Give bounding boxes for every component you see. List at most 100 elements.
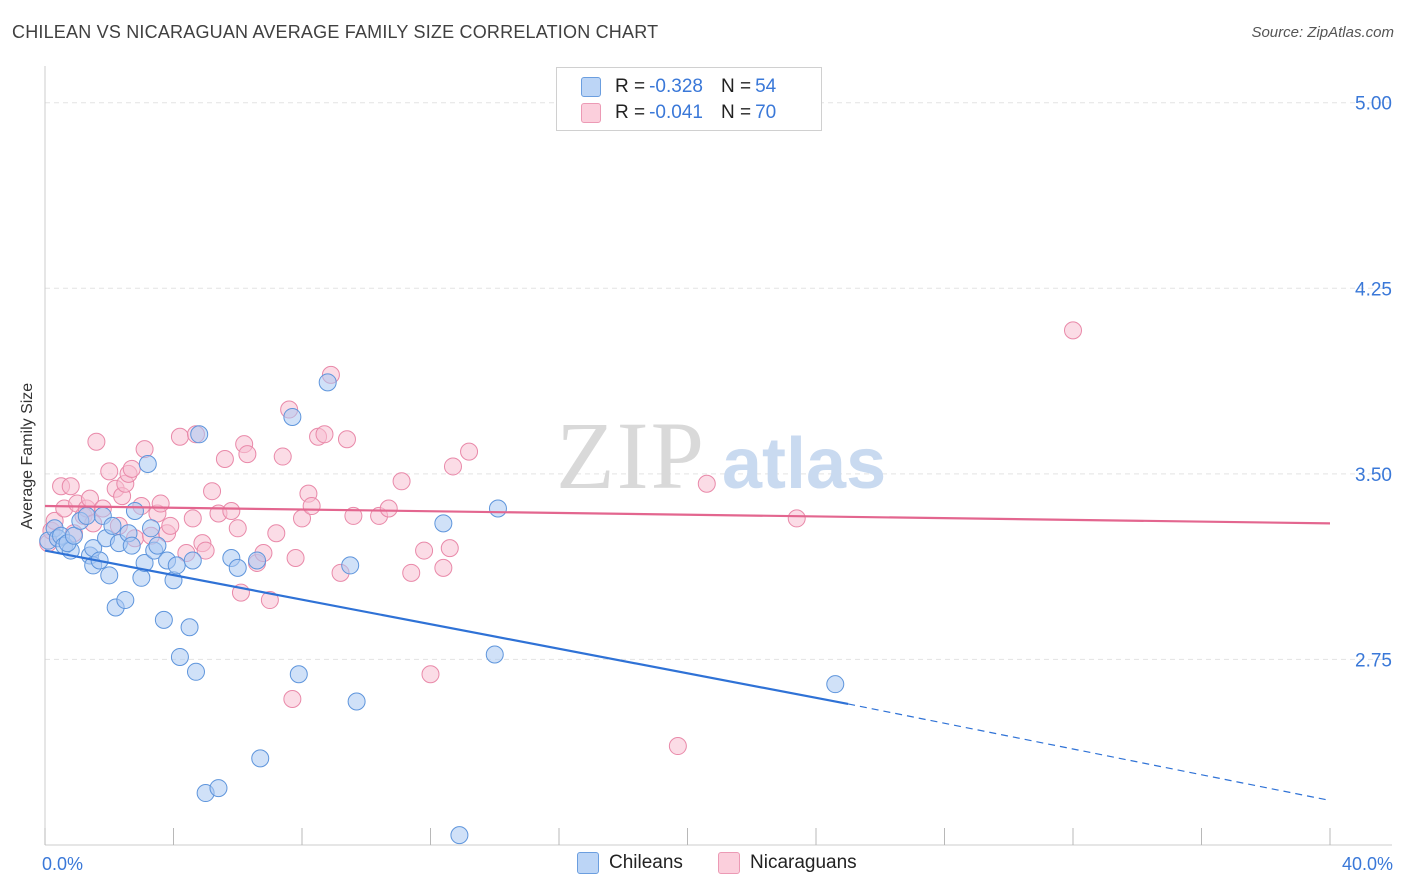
point-chilean xyxy=(100,566,119,585)
point-chilean xyxy=(180,618,199,637)
legend-n-value-nicaraguans: 70 xyxy=(755,102,777,123)
gridlines xyxy=(45,102,1392,660)
point-chilean xyxy=(116,591,135,610)
tick-labels: 2.75 3.50 4.25 5.00 0.0% 40.0% xyxy=(42,94,1393,874)
point-nicaraguan xyxy=(122,459,141,478)
point-chilean xyxy=(135,553,154,572)
point-chilean xyxy=(154,610,173,629)
legend-row-chileans: R = -0.328 N = 54 xyxy=(581,75,776,99)
legend-swatch-nicaraguans xyxy=(581,103,601,123)
point-nicaraguan xyxy=(267,524,286,543)
point-nicaraguan xyxy=(1064,321,1082,340)
point-chilean xyxy=(122,536,141,555)
point-nicaraguan xyxy=(61,477,80,496)
legend-r-label: R = xyxy=(615,102,646,123)
point-nicaraguan xyxy=(161,516,180,535)
point-nicaraguan xyxy=(196,541,215,560)
point-nicaraguan xyxy=(460,442,479,461)
point-nicaraguan xyxy=(222,501,241,520)
point-nicaraguan xyxy=(392,472,411,491)
trend-line-chileans xyxy=(44,549,849,706)
point-nicaraguan xyxy=(443,457,462,476)
legend-item-chileans[interactable]: Chileans xyxy=(577,852,683,874)
point-nicaraguan xyxy=(421,665,440,684)
point-nicaraguan xyxy=(87,432,106,451)
series-legend: Chileans Nicaraguans xyxy=(0,852,1406,878)
series-chileans xyxy=(39,373,845,845)
series-nicaraguans xyxy=(39,321,1082,756)
point-chilean xyxy=(251,749,270,768)
point-nicaraguan xyxy=(170,427,189,446)
point-nicaraguan xyxy=(135,440,154,459)
legend-row-nicaraguans: R = -0.041 N = 70 xyxy=(581,101,776,125)
x-tick-label: 40.0% xyxy=(1342,854,1393,874)
point-nicaraguan xyxy=(286,548,305,567)
point-chilean xyxy=(485,645,504,664)
point-nicaraguan xyxy=(273,447,292,466)
point-chilean xyxy=(183,551,202,570)
point-nicaraguan xyxy=(283,690,302,709)
y-tick-label: 2.75 xyxy=(1355,650,1392,671)
point-nicaraguan xyxy=(440,539,459,558)
point-chilean xyxy=(434,514,453,533)
point-nicaraguan xyxy=(315,425,334,444)
point-nicaraguan xyxy=(151,494,170,513)
point-chilean xyxy=(142,519,161,538)
legend-swatch-nicaraguans xyxy=(718,852,740,874)
x-tick-label: 0.0% xyxy=(42,854,83,874)
trend-lines xyxy=(44,504,1331,802)
legend-item-nicaraguans[interactable]: Nicaraguans xyxy=(718,852,857,874)
point-chilean xyxy=(450,826,469,845)
point-nicaraguan xyxy=(183,509,202,528)
trend-line-nicaraguans xyxy=(44,504,1331,525)
point-nicaraguan xyxy=(302,497,321,516)
legend-r-value-nicaraguans: -0.041 xyxy=(649,102,703,123)
legend-r-value-chileans: -0.328 xyxy=(649,76,703,97)
point-nicaraguan xyxy=(697,474,716,493)
point-chilean xyxy=(283,407,302,426)
source-label: Source: ZipAtlas.com xyxy=(1251,24,1394,41)
watermark: ZIP atlas xyxy=(556,402,886,509)
point-nicaraguan xyxy=(787,509,806,528)
legend-n-label: N = xyxy=(720,102,752,123)
point-nicaraguan xyxy=(228,519,247,538)
point-nicaraguan xyxy=(337,430,356,449)
point-chilean xyxy=(103,516,122,535)
point-nicaraguan xyxy=(415,541,434,560)
point-chilean xyxy=(347,692,366,711)
correlation-legend: R = -0.328 N = 54 R = -0.041 N = 70 xyxy=(556,67,822,131)
point-nicaraguan xyxy=(668,737,687,756)
point-nicaraguan xyxy=(238,445,257,464)
axes xyxy=(44,66,1392,846)
legend-r-label: R = xyxy=(615,76,646,97)
point-chilean xyxy=(209,779,228,798)
watermark-atlas: atlas xyxy=(722,424,886,504)
point-nicaraguan xyxy=(260,591,279,610)
legend-label-nicaraguans: Nicaraguans xyxy=(750,852,857,873)
point-nicaraguan xyxy=(379,499,398,518)
chart-title: CHILEAN VS NICARAGUAN AVERAGE FAMILY SIZ… xyxy=(12,22,659,42)
point-nicaraguan xyxy=(434,558,453,577)
watermark-zip: ZIP xyxy=(556,402,706,509)
point-nicaraguan xyxy=(402,563,421,582)
point-chilean xyxy=(148,536,167,555)
legend-swatch-chileans xyxy=(581,77,601,97)
point-chilean xyxy=(248,551,267,570)
point-chilean xyxy=(64,526,83,545)
legend-n-label: N = xyxy=(720,76,752,97)
y-tick-label: 4.25 xyxy=(1355,279,1392,300)
point-chilean xyxy=(186,662,205,681)
point-chilean xyxy=(170,647,189,666)
point-nicaraguan xyxy=(100,462,119,481)
point-chilean xyxy=(289,665,308,684)
point-chilean xyxy=(826,675,845,694)
point-chilean xyxy=(125,501,144,520)
point-chilean xyxy=(77,506,96,525)
point-nicaraguan xyxy=(203,482,222,501)
trend-line-chileans-extrapolated xyxy=(848,703,1331,802)
point-chilean xyxy=(341,556,360,575)
point-chilean xyxy=(167,556,186,575)
point-nicaraguan xyxy=(215,450,234,469)
point-chilean xyxy=(228,558,247,577)
